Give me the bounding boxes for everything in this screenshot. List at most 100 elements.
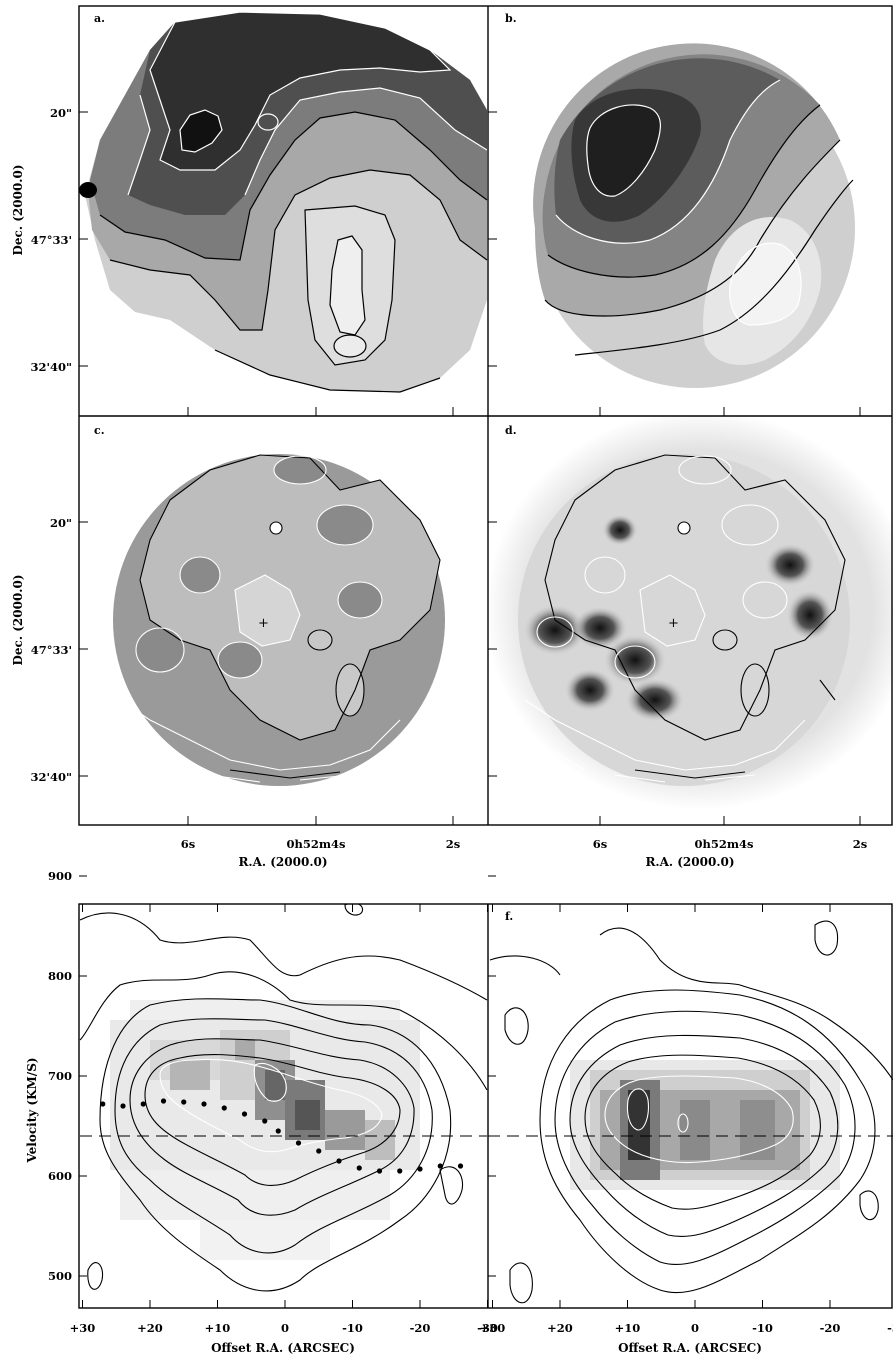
- contour-black: [547, 104, 821, 278]
- hi-peak: [602, 514, 638, 546]
- contour-black: [335, 663, 365, 717]
- contour-black: [304, 205, 396, 366]
- offset-tick-label: -10: [752, 1321, 773, 1335]
- panel-label-b: b.: [505, 12, 517, 25]
- pv-pixel: [170, 1060, 210, 1090]
- model-peak-receding: [729, 243, 802, 325]
- pv-contour: [114, 1018, 433, 1254]
- residual-zone-center: [235, 575, 300, 646]
- rotation-curve-point: [241, 1111, 248, 1117]
- hi-peak: [625, 678, 685, 722]
- dec-tick-label: 32'40": [30, 770, 72, 784]
- rotation-curve: [100, 1098, 464, 1174]
- panel-a: [79, 11, 488, 393]
- pv-contour: [584, 1054, 821, 1210]
- offset-tick-label: -30: [887, 1321, 893, 1335]
- pv-contour-white: [677, 1113, 689, 1133]
- hi-peak: [786, 589, 834, 641]
- panel-label-f: f.: [505, 910, 513, 923]
- panel-c: +: [113, 454, 445, 786]
- velocity-peak-approaching: [180, 110, 222, 152]
- residual-positive-blob: [336, 664, 364, 716]
- pv-pixel: [365, 1120, 395, 1160]
- offset-tick-label: +30: [70, 1321, 96, 1335]
- rotation-curve-point: [316, 1148, 322, 1154]
- contour-white: [135, 627, 185, 673]
- velocity-zone-4: [150, 12, 450, 170]
- hi-peak: [603, 634, 667, 686]
- rotation-curve-point: [160, 1098, 167, 1104]
- pv-contour: [814, 920, 839, 956]
- ra-tick-label: 2s: [853, 837, 867, 851]
- pv-pixel: [295, 1100, 320, 1130]
- rotation-curve-point: [201, 1101, 207, 1107]
- contour-white: [119, 699, 401, 783]
- pv-pixel: [325, 1110, 365, 1150]
- pv-contour: [79, 912, 488, 1001]
- contour-white: [584, 556, 626, 594]
- contour-white: [316, 504, 374, 546]
- pv-pixel: [265, 1070, 285, 1100]
- pv-frame: [78, 903, 893, 1309]
- pv-contour-white: [604, 1075, 794, 1164]
- offset-tick-label: -20: [410, 1321, 431, 1335]
- pv-contour: [539, 989, 876, 1294]
- pv-greyscale-f: [570, 1060, 840, 1190]
- panel-label-a: a.: [94, 12, 105, 25]
- velocity-peak-receding: [330, 236, 365, 335]
- offset-tick-label: +30: [480, 1321, 506, 1335]
- dec-tick-label: 20": [50, 106, 72, 120]
- velocity-tick-label: 800: [48, 969, 72, 983]
- nucleus-marker: [269, 521, 283, 535]
- contour-black: [99, 111, 488, 261]
- offset-tick-label: +10: [615, 1321, 641, 1335]
- dec-tick-label: 32'40": [30, 360, 72, 374]
- contour-white: [729, 242, 802, 326]
- pv-contour: [859, 1190, 879, 1221]
- contour-black: [740, 663, 770, 717]
- rotation-curve-point: [181, 1099, 187, 1105]
- pv-contour-white: [253, 1062, 287, 1102]
- dec-axis-label-top: Dec. (2000.0): [11, 165, 25, 256]
- velocity-blob: [333, 334, 367, 358]
- ra-axis-label-right: R.A. (2000.0): [645, 855, 734, 869]
- contour-white: [179, 109, 223, 153]
- pv-pixel: [200, 1220, 330, 1260]
- panel-e: [79, 904, 488, 1292]
- velocity-tick-label: 500: [48, 1269, 72, 1283]
- offset-axis-label-right: Offset R.A. (ARCSEC): [618, 1341, 762, 1355]
- pv-contour: [99, 998, 452, 1292]
- pv-contour: [144, 1053, 401, 1186]
- contour-black: [544, 139, 841, 317]
- rotation-curve-point: [336, 1158, 342, 1164]
- ra-tick-label: 0h52m4s: [286, 837, 345, 851]
- panel-label-c: c.: [94, 424, 105, 437]
- rotation-curve-point: [437, 1163, 443, 1169]
- panel-d: +: [488, 416, 893, 810]
- hi-peak: [523, 604, 587, 656]
- hi-peak: [764, 543, 816, 587]
- contour-white: [179, 556, 221, 594]
- rotation-curve-point: [356, 1165, 362, 1171]
- residual-negative-blob: [274, 456, 326, 484]
- contour-black: [229, 769, 341, 779]
- rotation-curve-point: [397, 1168, 403, 1174]
- contour-black: [712, 629, 738, 651]
- dec-axis-label-bottom: Dec. (2000.0): [11, 575, 25, 666]
- contour-white: [555, 79, 781, 244]
- offset-axis-label-left: Offset R.A. (ARCSEC): [211, 1341, 355, 1355]
- offset-tick-label: +10: [205, 1321, 231, 1335]
- hi-peak: [572, 606, 628, 650]
- contour-white: [536, 616, 574, 648]
- offset-tick-label: +20: [547, 1321, 573, 1335]
- contour-black: [109, 169, 488, 331]
- ra-tick-label: 0h52m4s: [694, 837, 753, 851]
- pv-contour: [129, 1038, 415, 1216]
- dec-tick-label: 47°33': [31, 233, 72, 247]
- pv-contour: [504, 1007, 529, 1045]
- rotation-curve-point: [275, 1128, 281, 1134]
- contour-white: [639, 574, 706, 647]
- pv-pixel: [130, 1000, 400, 1020]
- panel-b: [533, 43, 855, 388]
- contour-white: [524, 699, 806, 783]
